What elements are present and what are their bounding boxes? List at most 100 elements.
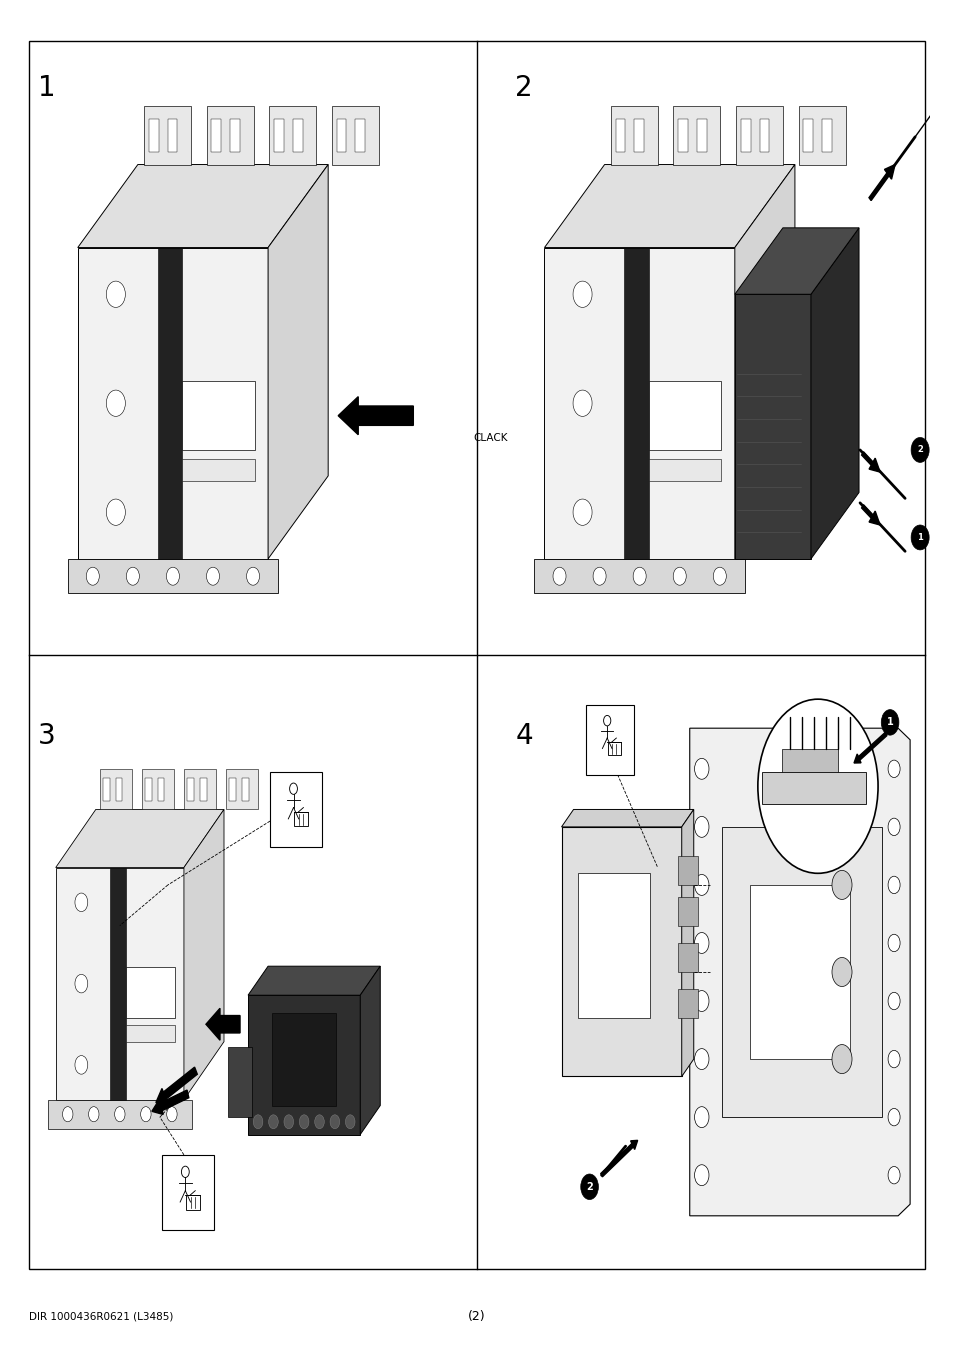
Bar bbox=[145, 778, 152, 801]
Circle shape bbox=[887, 1050, 900, 1068]
Bar bbox=[294, 813, 308, 826]
Bar bbox=[269, 107, 316, 165]
Circle shape bbox=[75, 975, 88, 992]
Polygon shape bbox=[734, 294, 810, 559]
Bar bbox=[157, 778, 164, 801]
Polygon shape bbox=[55, 810, 224, 868]
Bar bbox=[648, 459, 720, 481]
Circle shape bbox=[314, 1115, 324, 1129]
Circle shape bbox=[63, 1107, 72, 1122]
Bar bbox=[781, 748, 837, 772]
Bar bbox=[229, 778, 235, 801]
Text: 1: 1 bbox=[885, 717, 893, 728]
Bar bbox=[103, 778, 110, 801]
Bar bbox=[761, 772, 865, 803]
Circle shape bbox=[106, 281, 125, 308]
Circle shape bbox=[573, 500, 592, 525]
Bar bbox=[242, 778, 249, 801]
Circle shape bbox=[246, 567, 259, 585]
Polygon shape bbox=[248, 967, 380, 995]
Circle shape bbox=[831, 957, 851, 987]
Circle shape bbox=[930, 90, 948, 115]
FancyArrow shape bbox=[861, 505, 879, 525]
Circle shape bbox=[887, 1166, 900, 1184]
Bar bbox=[272, 1012, 335, 1106]
Circle shape bbox=[167, 1107, 177, 1122]
Bar bbox=[293, 119, 302, 153]
Polygon shape bbox=[681, 810, 693, 1076]
Text: 3: 3 bbox=[38, 722, 56, 751]
Bar bbox=[157, 247, 182, 559]
Circle shape bbox=[573, 390, 592, 416]
Bar bbox=[798, 107, 844, 165]
Circle shape bbox=[887, 1108, 900, 1126]
Bar bbox=[678, 119, 687, 153]
Bar bbox=[677, 990, 697, 1018]
FancyArrow shape bbox=[152, 1089, 189, 1115]
Circle shape bbox=[593, 567, 605, 585]
Circle shape bbox=[694, 1107, 708, 1127]
Polygon shape bbox=[77, 165, 328, 247]
Circle shape bbox=[580, 1174, 598, 1200]
Circle shape bbox=[140, 1107, 151, 1122]
Circle shape bbox=[757, 699, 877, 873]
FancyArrow shape bbox=[861, 452, 879, 472]
Circle shape bbox=[166, 567, 179, 585]
Bar bbox=[182, 382, 254, 450]
Bar bbox=[648, 382, 720, 450]
Polygon shape bbox=[184, 810, 224, 1100]
Bar bbox=[355, 119, 365, 153]
Text: DIR 1000436R0621 (L3485): DIR 1000436R0621 (L3485) bbox=[29, 1311, 172, 1322]
Bar bbox=[142, 769, 173, 810]
Circle shape bbox=[89, 1107, 99, 1122]
Bar bbox=[677, 942, 697, 972]
Circle shape bbox=[269, 1115, 278, 1129]
Bar bbox=[187, 778, 193, 801]
Circle shape bbox=[299, 1115, 309, 1129]
Polygon shape bbox=[544, 165, 794, 247]
Bar bbox=[585, 705, 633, 775]
Bar bbox=[749, 886, 849, 1058]
Text: 2: 2 bbox=[515, 74, 532, 103]
Bar bbox=[182, 459, 254, 481]
Bar bbox=[677, 856, 697, 886]
Bar bbox=[200, 778, 206, 801]
Circle shape bbox=[694, 817, 708, 837]
Circle shape bbox=[887, 934, 900, 952]
Circle shape bbox=[694, 933, 708, 953]
Text: CLACK: CLACK bbox=[473, 433, 507, 443]
Polygon shape bbox=[810, 228, 858, 559]
Circle shape bbox=[910, 437, 928, 463]
Text: 3: 3 bbox=[936, 97, 943, 107]
Polygon shape bbox=[544, 247, 734, 559]
Bar bbox=[68, 559, 278, 594]
Polygon shape bbox=[77, 247, 268, 559]
Bar bbox=[186, 1195, 200, 1210]
Circle shape bbox=[887, 760, 900, 778]
Bar bbox=[821, 119, 831, 153]
Bar bbox=[624, 247, 648, 559]
Bar bbox=[721, 826, 882, 1118]
Bar bbox=[740, 119, 750, 153]
Circle shape bbox=[694, 759, 708, 779]
Bar bbox=[149, 119, 158, 153]
FancyArrow shape bbox=[155, 1066, 197, 1103]
Circle shape bbox=[694, 991, 708, 1011]
Bar bbox=[212, 119, 221, 153]
Bar bbox=[144, 107, 191, 165]
Circle shape bbox=[673, 567, 685, 585]
Circle shape bbox=[573, 281, 592, 308]
Circle shape bbox=[126, 567, 139, 585]
Text: 2: 2 bbox=[585, 1181, 593, 1192]
Bar bbox=[736, 107, 782, 165]
Circle shape bbox=[284, 1115, 294, 1129]
Circle shape bbox=[887, 992, 900, 1010]
Polygon shape bbox=[734, 165, 794, 559]
Polygon shape bbox=[561, 810, 693, 826]
Circle shape bbox=[86, 567, 99, 585]
FancyArrow shape bbox=[337, 397, 413, 435]
Text: 2: 2 bbox=[916, 446, 923, 455]
FancyArrow shape bbox=[600, 1141, 637, 1177]
Polygon shape bbox=[734, 228, 858, 294]
FancyArrow shape bbox=[868, 165, 894, 201]
